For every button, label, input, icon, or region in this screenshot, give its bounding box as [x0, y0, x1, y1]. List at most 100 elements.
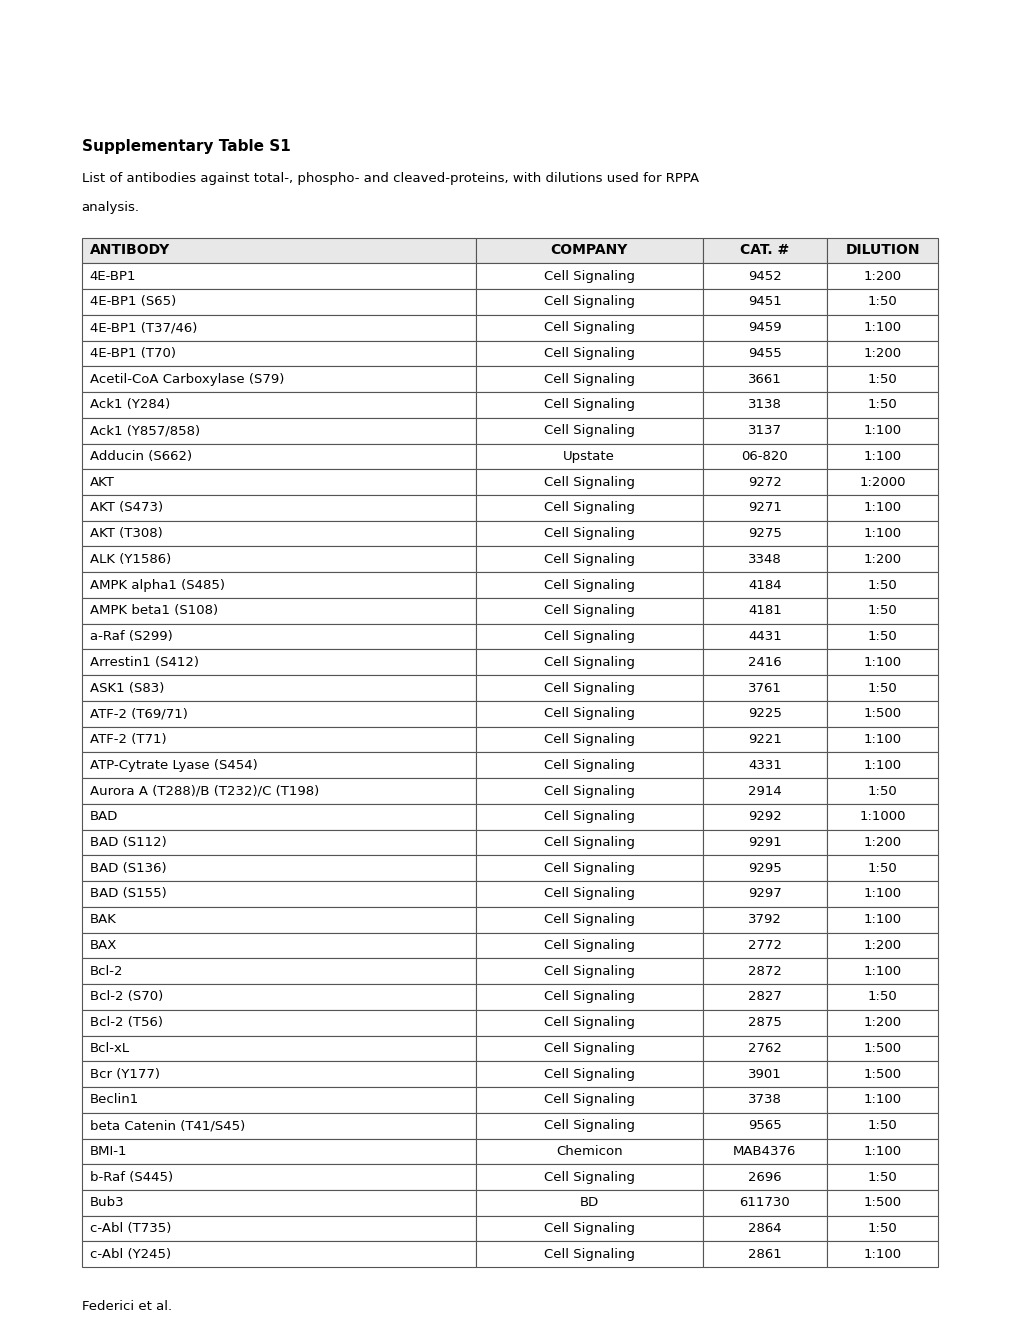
Text: 1:50: 1:50 — [867, 296, 897, 309]
Text: 1:500: 1:500 — [863, 708, 901, 721]
Text: Cell Signaling: Cell Signaling — [543, 553, 634, 566]
Bar — [702, 1036, 826, 1061]
Text: 2875: 2875 — [747, 1016, 782, 1030]
Text: Cell Signaling: Cell Signaling — [543, 269, 634, 282]
Text: 4E-BP1 (S65): 4E-BP1 (S65) — [90, 296, 176, 309]
Bar — [475, 418, 702, 444]
Text: 4331: 4331 — [747, 759, 782, 772]
Bar — [82, 1113, 475, 1138]
Bar — [702, 1216, 826, 1241]
Text: 3138: 3138 — [747, 399, 782, 412]
Bar — [475, 958, 702, 985]
Text: c-Abl (T735): c-Abl (T735) — [90, 1222, 171, 1236]
Text: 1:50: 1:50 — [867, 630, 897, 643]
Bar — [702, 1113, 826, 1138]
Bar — [826, 726, 937, 752]
Text: 1:500: 1:500 — [863, 1041, 901, 1055]
Bar — [702, 649, 826, 676]
Bar — [702, 830, 826, 855]
Text: 3348: 3348 — [747, 553, 781, 566]
Bar — [82, 1216, 475, 1241]
Text: Cell Signaling: Cell Signaling — [543, 733, 634, 746]
Text: 1:100: 1:100 — [863, 887, 901, 900]
Bar — [702, 392, 826, 417]
Bar — [702, 289, 826, 315]
Bar — [82, 676, 475, 701]
Bar — [82, 701, 475, 726]
Bar — [826, 1010, 937, 1035]
Bar — [475, 649, 702, 676]
Bar — [475, 779, 702, 804]
Bar — [826, 907, 937, 933]
Text: BAD (S112): BAD (S112) — [90, 836, 166, 849]
Text: ATF-2 (T71): ATF-2 (T71) — [90, 733, 166, 746]
Bar — [702, 752, 826, 779]
Bar — [702, 1191, 826, 1216]
Text: a-Raf (S299): a-Raf (S299) — [90, 630, 172, 643]
Bar — [826, 649, 937, 676]
Bar — [475, 1216, 702, 1241]
Bar — [826, 958, 937, 985]
Bar — [82, 1164, 475, 1191]
Text: ASK1 (S83): ASK1 (S83) — [90, 681, 164, 694]
Text: 1:100: 1:100 — [863, 527, 901, 540]
Text: 1:200: 1:200 — [863, 553, 901, 566]
Bar — [82, 521, 475, 546]
Text: Cell Signaling: Cell Signaling — [543, 1016, 634, 1030]
Bar — [475, 855, 702, 882]
Bar — [702, 546, 826, 573]
Bar — [826, 238, 937, 263]
Bar — [475, 1164, 702, 1191]
Text: 9452: 9452 — [747, 269, 781, 282]
Text: 4431: 4431 — [747, 630, 781, 643]
Text: 1:100: 1:100 — [863, 1144, 901, 1158]
Text: Supplementary Table S1: Supplementary Table S1 — [82, 139, 290, 153]
Bar — [702, 726, 826, 752]
Text: Cell Signaling: Cell Signaling — [543, 347, 634, 360]
Text: 2762: 2762 — [747, 1041, 782, 1055]
Text: 1:50: 1:50 — [867, 605, 897, 618]
Bar — [475, 1036, 702, 1061]
Text: ATP-Cytrate Lyase (S454): ATP-Cytrate Lyase (S454) — [90, 759, 257, 772]
Text: 9221: 9221 — [747, 733, 782, 746]
Bar — [82, 367, 475, 392]
Text: 9451: 9451 — [747, 296, 781, 309]
Bar — [702, 701, 826, 726]
Text: 1:100: 1:100 — [863, 502, 901, 515]
Bar — [475, 238, 702, 263]
Bar — [826, 263, 937, 289]
Bar — [702, 1010, 826, 1035]
Bar — [475, 263, 702, 289]
Bar — [475, 315, 702, 341]
Bar — [475, 470, 702, 495]
Text: 3137: 3137 — [747, 424, 782, 437]
Bar — [82, 1191, 475, 1216]
Bar — [826, 676, 937, 701]
Bar — [82, 907, 475, 933]
Text: Cell Signaling: Cell Signaling — [543, 1093, 634, 1106]
Text: AMPK beta1 (S108): AMPK beta1 (S108) — [90, 605, 218, 618]
Bar — [826, 830, 937, 855]
Text: 2872: 2872 — [747, 965, 782, 978]
Text: 1:50: 1:50 — [867, 1222, 897, 1236]
Text: 1:50: 1:50 — [867, 681, 897, 694]
Bar — [826, 985, 937, 1010]
Bar — [475, 341, 702, 366]
Bar — [826, 1036, 937, 1061]
Bar — [702, 573, 826, 598]
Text: Cell Signaling: Cell Signaling — [543, 296, 634, 309]
Text: AKT: AKT — [90, 475, 114, 488]
Bar — [826, 470, 937, 495]
Text: Cell Signaling: Cell Signaling — [543, 784, 634, 797]
Text: BAX: BAX — [90, 939, 117, 952]
Text: 1:50: 1:50 — [867, 990, 897, 1003]
Bar — [82, 882, 475, 907]
Bar — [475, 521, 702, 546]
Bar — [826, 1241, 937, 1267]
Bar — [475, 1088, 702, 1113]
Bar — [475, 907, 702, 933]
Bar — [82, 855, 475, 882]
Text: 9459: 9459 — [747, 321, 781, 334]
Bar — [826, 289, 937, 315]
Text: 9271: 9271 — [747, 502, 782, 515]
